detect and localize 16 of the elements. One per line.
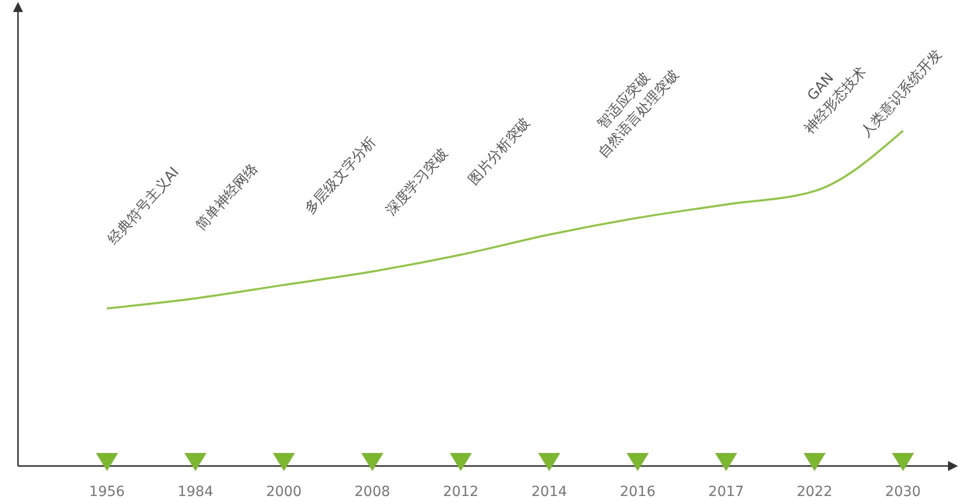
- x-tick-label: 1956: [89, 484, 125, 499]
- annotation: 图片分析突破: [465, 114, 534, 188]
- annotation: 深度学习突破: [383, 146, 452, 219]
- x-tick-label: 2030: [885, 484, 921, 499]
- x-tick-label: 2022: [796, 484, 832, 499]
- annotation: 多层级文字分析: [302, 134, 380, 218]
- x-tick-label: 2014: [531, 484, 568, 499]
- annotation: 智适应突破 自然语言处理突破: [594, 67, 682, 162]
- x-tick-label: 2016: [620, 484, 656, 499]
- annotation: 简单神经网络: [193, 160, 262, 234]
- x-tick-label: 2012: [442, 484, 479, 499]
- x-tick-label: 1984: [178, 484, 214, 499]
- x-tick-label: 2017: [708, 484, 744, 499]
- annotation: 经典符号主义AI: [105, 164, 182, 248]
- x-tick-label: 2008: [354, 484, 390, 499]
- x-tick-label: 2000: [266, 484, 302, 499]
